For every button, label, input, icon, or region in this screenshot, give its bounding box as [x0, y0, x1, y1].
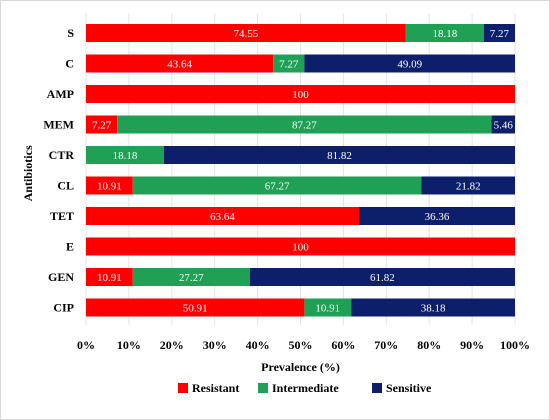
bar-resistant-cl [86, 176, 133, 195]
legend: Resistant Intermediate Sensitive [178, 381, 432, 395]
bar-sensitive-c [304, 54, 515, 73]
category-label: GEN [48, 270, 74, 284]
x-tick-label: 30% [203, 338, 227, 352]
data-label: 7.27 [279, 59, 299, 71]
x-tick-label: 80% [417, 338, 441, 352]
legend-label-sensitive: Sensitive [386, 381, 432, 395]
data-label: 7.27 [490, 28, 510, 40]
x-tick-label: 20% [160, 338, 184, 352]
data-label: 21.82 [456, 181, 481, 193]
category-label: C [65, 57, 74, 71]
bar-intermediate-mem [117, 115, 492, 134]
data-label: 81.82 [327, 150, 352, 162]
data-label: 7.27 [92, 120, 112, 132]
data-label: 87.27 [292, 120, 317, 132]
legend-label-intermediate: Intermediate [272, 381, 339, 395]
data-label: 10.91 [97, 181, 122, 193]
x-tick-labels: 0% 10% 20% 30% 40% 50% 60% 70% 80% 90% 100% [77, 338, 530, 352]
x-axis-title: Prevalence (%) [261, 360, 340, 374]
data-label: 67.27 [265, 181, 290, 193]
category-label: S [67, 26, 74, 40]
data-label: 50.91 [183, 303, 208, 315]
bar-resistant-c [86, 54, 274, 73]
data-label: 100 [292, 89, 309, 101]
x-tick-label: 100% [500, 338, 530, 352]
bar-intermediate-s [405, 24, 484, 42]
legend-swatch-resistant [178, 383, 188, 393]
category-label: MEM [43, 118, 74, 132]
data-label: 43.64 [167, 59, 192, 71]
data-label: 18.18 [432, 28, 457, 40]
legend-swatch-intermediate [258, 383, 268, 393]
bar-resistant-e [86, 237, 515, 256]
bars [86, 24, 516, 317]
x-tick-label: 60% [331, 338, 355, 352]
data-label: 10.91 [315, 303, 340, 315]
category-label: AMP [47, 87, 74, 101]
data-label: 61.82 [370, 272, 395, 284]
x-tick-label: 10% [117, 338, 141, 352]
x-tick-label: 70% [374, 338, 398, 352]
data-label: 100 [292, 242, 309, 254]
x-tick-label: 0% [77, 338, 95, 352]
data-label: 18.18 [113, 150, 138, 162]
bar-sensitive-s [483, 24, 515, 42]
bar-sensitive-ctr [163, 146, 516, 164]
x-tick-label: 40% [246, 338, 270, 352]
category-labels: S C AMP MEM CTR CL TET E GEN CIP [43, 26, 74, 315]
bar-intermediate-gen [132, 268, 250, 286]
bar-resistant-gen [86, 268, 133, 286]
category-label: CL [57, 179, 74, 193]
data-label: 63.64 [210, 211, 235, 223]
bar-intermediate-c [273, 54, 305, 73]
bar-sensitive-gen [249, 268, 515, 286]
bar-sensitive-mem [491, 115, 515, 134]
data-label: 10.91 [97, 272, 122, 284]
bar-resistant-cip [86, 298, 305, 317]
data-label: 49.09 [397, 59, 422, 71]
category-label: CTR [49, 148, 75, 162]
data-label: 38.18 [421, 303, 446, 315]
bar-intermediate-cl [132, 176, 422, 195]
category-label: E [66, 240, 74, 254]
data-labels: 74.55 18.18 7.27 43.64 7.27 49.09 100 7.27 87.27… [92, 28, 513, 315]
data-label: 5.46 [494, 120, 514, 132]
data-label: 27.27 [179, 272, 204, 284]
bar-sensitive-cl [421, 176, 515, 195]
bar-intermediate-cip [304, 298, 352, 317]
legend-swatch-sensitive [372, 383, 382, 393]
bar-resistant-s [86, 24, 406, 42]
y-axis-title: Antibiotics [21, 145, 35, 201]
data-label: 36.36 [425, 211, 450, 223]
data-label: 74.55 [234, 28, 259, 40]
bar-resistant-amp [86, 85, 515, 103]
bar-intermediate-ctr [86, 146, 164, 164]
bar-resistant-tet [86, 207, 360, 225]
bar-resistant-mem [86, 115, 118, 134]
category-label: TET [50, 209, 74, 223]
legend-label-resistant: Resistant [192, 381, 239, 395]
bar-sensitive-tet [359, 207, 515, 225]
bar-sensitive-cip [351, 298, 515, 317]
x-tick-label: 50% [289, 338, 313, 352]
x-tick-label: 90% [460, 338, 484, 352]
category-label: CIP [53, 301, 74, 315]
